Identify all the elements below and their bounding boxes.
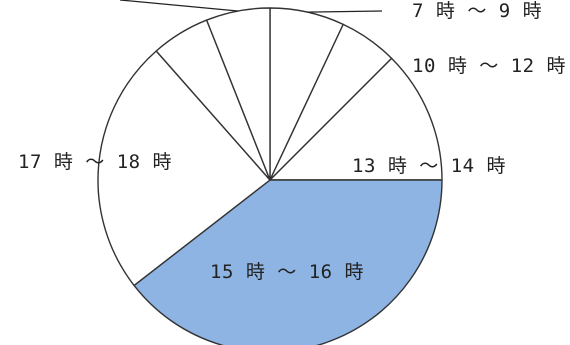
slice-label-15-16: 15 時 ～ 16 時 xyxy=(210,261,364,283)
pie-slice-2 xyxy=(269,57,443,181)
slice-label-17-18: 17 時 ～ 18 時 xyxy=(18,151,172,173)
leader-lines-layer xyxy=(119,0,383,13)
slice-label-7-9: 7 時 ～ 9 時 xyxy=(412,0,542,22)
leader-line-7-9 xyxy=(307,10,383,13)
slices-layer xyxy=(97,7,443,345)
pie-slice-4 xyxy=(97,50,271,287)
leader-line-top-left xyxy=(119,0,238,12)
slice-label-10-12: 10 時 ～ 12 時 xyxy=(412,55,566,77)
slice-label-13-14: 13 時 ～ 14 時 xyxy=(352,155,506,177)
pie-slice-3 xyxy=(133,179,443,345)
